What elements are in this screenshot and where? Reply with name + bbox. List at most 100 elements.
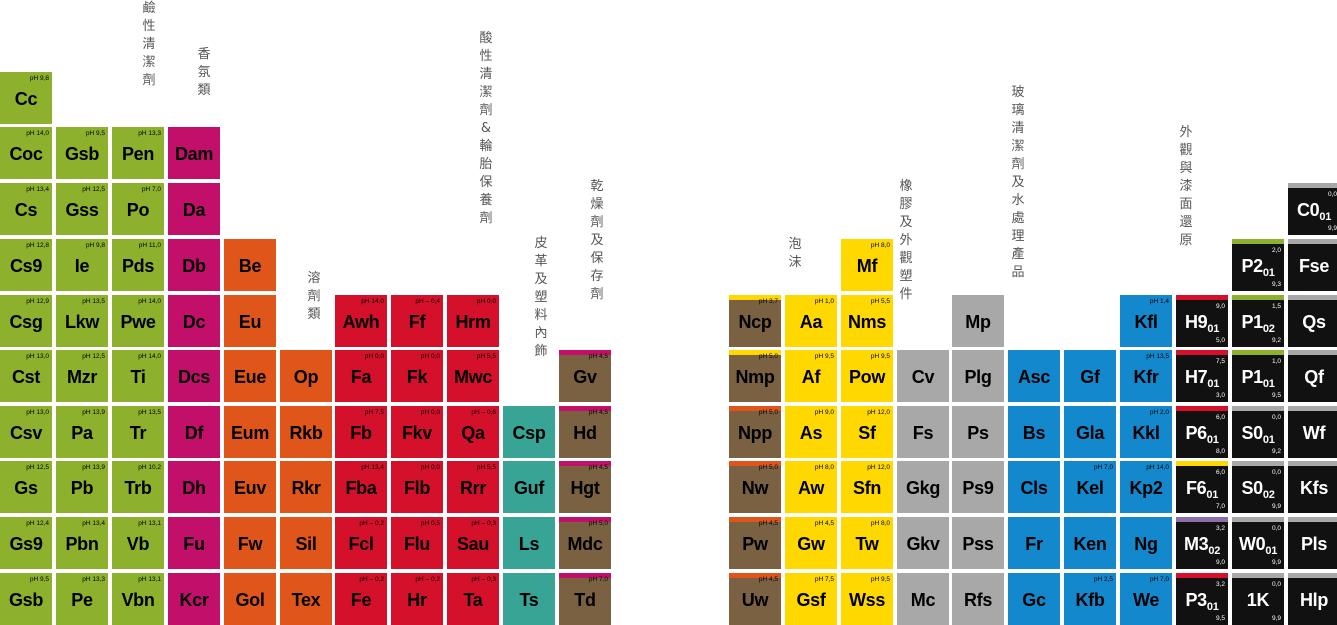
element-tile-kkl[interactable]: pH 2,0 Kkl [1120,406,1172,458]
element-tile-eu[interactable]: Eu [224,295,276,347]
element-tile-nmp[interactable]: pH 5,0 Nmp [729,350,781,402]
element-tile-fk[interactable]: pH 0,0 Fk [391,350,443,402]
element-tile-tex[interactable]: Tex [280,573,332,625]
element-tile-dcs[interactable]: Dcs [168,350,220,402]
element-tile-wf[interactable]: Wf [1288,406,1337,458]
element-tile-plg[interactable]: Plg [952,350,1004,402]
element-tile-nw[interactable]: pH 5,0 Nw [729,461,781,513]
element-tile-mf[interactable]: pH 8,0 Mf [841,239,893,291]
element-tile-fkv[interactable]: pH 0,0 Fkv [391,406,443,458]
element-tile-trb[interactable]: pH 10,2 Trb [112,461,164,513]
element-tile-cs9[interactable]: pH 12,8 Cs9 [0,239,52,291]
element-tile-dam[interactable]: Dam [168,127,220,179]
element-tile-gsb[interactable]: pH 9,5 Gsb [56,127,108,179]
element-tile-ng[interactable]: Ng [1120,517,1172,569]
element-tile-qs[interactable]: Qs [1288,295,1337,347]
element-tile-tr[interactable]: pH 13,5 Tr [112,406,164,458]
element-tile-uw[interactable]: pH 4,5 Uw [729,573,781,625]
element-tile-fe[interactable]: pH – 0,2 Fe [335,573,387,625]
element-tile-p101[interactable]: 1,0 9,5 P101 [1232,350,1284,402]
element-tile-op[interactable]: Op [280,350,332,402]
element-tile-hgt[interactable]: pH 4,5 Hgt [559,461,611,513]
element-tile-mzr[interactable]: pH 12,5 Mzr [56,350,108,402]
element-tile-kel[interactable]: pH 7,0 Kel [1064,461,1116,513]
element-tile-tw[interactable]: pH 8,0 Tw [841,517,893,569]
element-tile-pds[interactable]: pH 11,0 Pds [112,239,164,291]
element-tile-h701[interactable]: 7,5 3,0 H701 [1176,350,1228,402]
element-tile-cs[interactable]: pH 13,4 Cs [0,183,52,235]
element-tile-gol[interactable]: Gol [224,573,276,625]
element-tile-aw[interactable]: pH 8,0 Aw [785,461,837,513]
element-tile-mwc[interactable]: pH 5,5 Mwc [447,350,499,402]
element-tile-fse[interactable]: Fse [1288,239,1337,291]
element-tile-csp[interactable]: Csp [503,406,555,458]
element-tile-po[interactable]: pH 7,0 Po [112,183,164,235]
element-tile-cst[interactable]: pH 13,0 Cst [0,350,52,402]
element-tile-vbn[interactable]: pH 13,1 Vbn [112,573,164,625]
element-tile-ti[interactable]: pH 14,0 Ti [112,350,164,402]
element-tile-csv[interactable]: pH 13,0 Csv [0,406,52,458]
element-tile-as[interactable]: pH 9,0 As [785,406,837,458]
element-tile-aa[interactable]: pH 1,0 Aa [785,295,837,347]
element-tile-df[interactable]: Df [168,406,220,458]
element-tile-fcl[interactable]: pH – 0,2 Fcl [335,517,387,569]
element-tile-p201[interactable]: 2,0 9,3 P201 [1232,239,1284,291]
element-tile-fs[interactable]: Fs [897,406,949,458]
element-tile-fw[interactable]: Fw [224,517,276,569]
element-tile-lkw[interactable]: pH 13,5 Lkw [56,295,108,347]
element-tile-gsb[interactable]: pH 9,5 Gsb [0,573,52,625]
element-tile-af[interactable]: pH 9,5 Af [785,350,837,402]
element-tile-p102[interactable]: 1,5 9,2 P102 [1232,295,1284,347]
element-tile-coc[interactable]: pH 14,0 Coc [0,127,52,179]
element-tile-fa[interactable]: pH 0,0 Fa [335,350,387,402]
element-tile-fr[interactable]: Fr [1008,517,1060,569]
element-tile-kcr[interactable]: Kcr [168,573,220,625]
element-tile-ts[interactable]: Ts [503,573,555,625]
element-tile-s002[interactable]: 0,0 9,9 S002 [1232,461,1284,513]
element-tile-w001[interactable]: 0,0 9,9 W001 [1232,517,1284,569]
element-tile-gs[interactable]: pH 12,5 Gs [0,461,52,513]
element-tile-gc[interactable]: Gc [1008,573,1060,625]
element-tile-hr[interactable]: pH – 0,2 Hr [391,573,443,625]
element-tile-csg[interactable]: pH 12,9 Csg [0,295,52,347]
element-tile-gkg[interactable]: Gkg [897,461,949,513]
element-tile-ps[interactable]: Ps [952,406,1004,458]
element-tile-sf[interactable]: pH 12,0 Sf [841,406,893,458]
element-tile-1k[interactable]: 0,0 9,9 1K [1232,573,1284,625]
element-tile-s001[interactable]: 0,0 9,2 S001 [1232,406,1284,458]
element-tile-pls[interactable]: Pls [1288,517,1337,569]
element-tile-ken[interactable]: Ken [1064,517,1116,569]
element-tile-sfn[interactable]: pH 12,0 Sfn [841,461,893,513]
element-tile-kfs[interactable]: Kfs [1288,461,1337,513]
element-tile-gla[interactable]: Gla [1064,406,1116,458]
element-tile-vb[interactable]: pH 13,1 Vb [112,517,164,569]
element-tile-eue[interactable]: Eue [224,350,276,402]
element-tile-hlp[interactable]: Hlp [1288,573,1337,625]
element-tile-mdc[interactable]: pH 5,0 Mdc [559,517,611,569]
element-tile-pen[interactable]: pH 13,3 Pen [112,127,164,179]
element-tile-mc[interactable]: Mc [897,573,949,625]
element-tile-flb[interactable]: pH 0,0 Flb [391,461,443,513]
element-tile-f601[interactable]: 6,0 7,0 F601 [1176,461,1228,513]
element-tile-ps9[interactable]: Ps9 [952,461,1004,513]
element-tile-cc[interactable]: pH 9,8 Cc [0,72,52,124]
element-tile-gv[interactable]: pH 4,5 Gv [559,350,611,402]
element-tile-hrm[interactable]: pH 0,0 Hrm [447,295,499,347]
element-tile-pw[interactable]: pH 4,5 Pw [729,517,781,569]
element-tile-wss[interactable]: pH 9,5 Wss [841,573,893,625]
element-tile-ie[interactable]: pH 9,8 Ie [56,239,108,291]
element-tile-kfr[interactable]: pH 13,5 Kfr [1120,350,1172,402]
element-tile-eum[interactable]: Eum [224,406,276,458]
element-tile-hd[interactable]: pH 4,5 Hd [559,406,611,458]
element-tile-fba[interactable]: pH 13,4 Fba [335,461,387,513]
element-tile-p301[interactable]: 3,2 9,5 P301 [1176,573,1228,625]
element-tile-rkr[interactable]: Rkr [280,461,332,513]
element-tile-qf[interactable]: Qf [1288,350,1337,402]
element-tile-dh[interactable]: Dh [168,461,220,513]
element-tile-gkv[interactable]: Gkv [897,517,949,569]
element-tile-db[interactable]: Db [168,239,220,291]
element-tile-pbn[interactable]: pH 13,4 Pbn [56,517,108,569]
element-tile-npp[interactable]: pH 5,0 Npp [729,406,781,458]
element-tile-we[interactable]: pH 7,0 We [1120,573,1172,625]
element-tile-gw[interactable]: pH 4,5 Gw [785,517,837,569]
